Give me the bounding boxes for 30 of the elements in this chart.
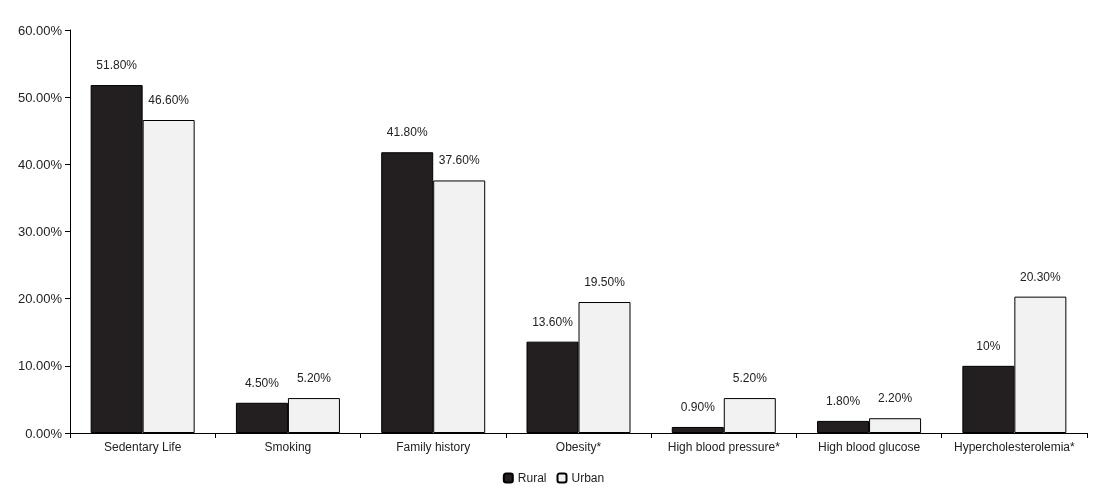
x-tick-label: Hypercholesterolemia* [953, 440, 1076, 454]
x-tick-label: Sedentary Life [103, 440, 182, 454]
data-label: 0.90% [680, 399, 716, 414]
data-label: 51.80% [96, 58, 138, 73]
data-label: 37.60% [438, 153, 480, 168]
data-label: 19.50% [584, 275, 626, 290]
y-tick-label: 20.00% [17, 291, 63, 307]
x-tick-label: High blood pressure* [667, 440, 781, 454]
data-label: 13.60% [532, 314, 574, 329]
data-label: 5.20% [732, 371, 768, 386]
data-label: 10% [976, 338, 1001, 353]
legend-label: Urban [571, 471, 605, 485]
data-label: 20.30% [1020, 269, 1062, 284]
x-tick-label: Smoking [264, 440, 312, 454]
x-tick-label: Obesity* [555, 440, 602, 454]
y-tick-label: 50.00% [17, 89, 63, 105]
y-tick-label: 0.00% [25, 425, 63, 441]
x-tick-label: High blood glucose [818, 440, 921, 454]
x-tick-label: Family history [396, 440, 471, 454]
y-tick-label: 60.00% [17, 22, 63, 38]
y-tick-label: 40.00% [17, 156, 63, 172]
data-label: 4.50% [244, 375, 280, 390]
data-label: 41.80% [386, 125, 428, 140]
data-label: 46.60% [148, 93, 190, 107]
y-tick-label: 30.00% [17, 224, 63, 239]
y-tick-label: 10.00% [17, 358, 63, 374]
data-label: 2.20% [878, 391, 913, 406]
legend-label: Rural [517, 471, 547, 485]
data-label: 5.20% [296, 371, 332, 386]
data-label: 1.80% [826, 393, 861, 408]
